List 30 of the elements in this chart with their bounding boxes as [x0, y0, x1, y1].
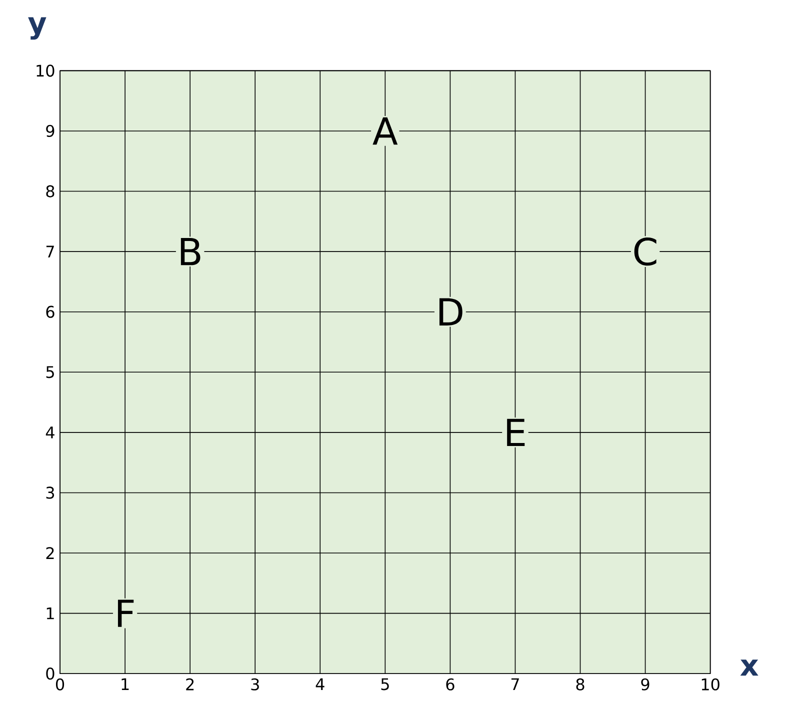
- y-tick-label: 9: [46, 125, 54, 138]
- x-tick-label: 2: [186, 678, 194, 690]
- annotation: C: [634, 238, 656, 266]
- y-tick-label: 10: [36, 64, 54, 77]
- x-tick-label: 9: [641, 678, 650, 691]
- y-tick-label: 2: [46, 547, 54, 560]
- x-tick-label: 0: [56, 678, 64, 691]
- annotation: E: [507, 419, 525, 446]
- x-tick-label: 3: [251, 678, 259, 691]
- x-tick-label: 6: [446, 678, 454, 691]
- x-axis-title: x: [740, 660, 758, 676]
- y-tick-label: 1: [46, 608, 54, 620]
- y-tick-label: 3: [46, 486, 54, 499]
- annotation: A: [372, 118, 398, 145]
- x-tick-label: 4: [316, 678, 324, 690]
- x-tick-label: 10: [702, 678, 720, 691]
- x-tick-label: 5: [381, 678, 389, 690]
- annotation: B: [180, 238, 200, 266]
- annotation: F: [118, 600, 134, 628]
- x-tick-label: 8: [576, 678, 584, 691]
- y-tick-label: 4: [46, 426, 54, 438]
- y-tick-label: 0: [46, 668, 54, 680]
- y-axis-title: y: [28, 17, 46, 40]
- x-tick-label: 7: [511, 678, 519, 690]
- x-tick-label: 1: [122, 678, 129, 690]
- y-tick-label: 5: [46, 366, 54, 378]
- annotation: D: [439, 298, 462, 326]
- y-tick-label: 6: [46, 306, 54, 318]
- y-tick-label: 8: [46, 185, 54, 198]
- y-tick-label: 7: [46, 246, 54, 258]
